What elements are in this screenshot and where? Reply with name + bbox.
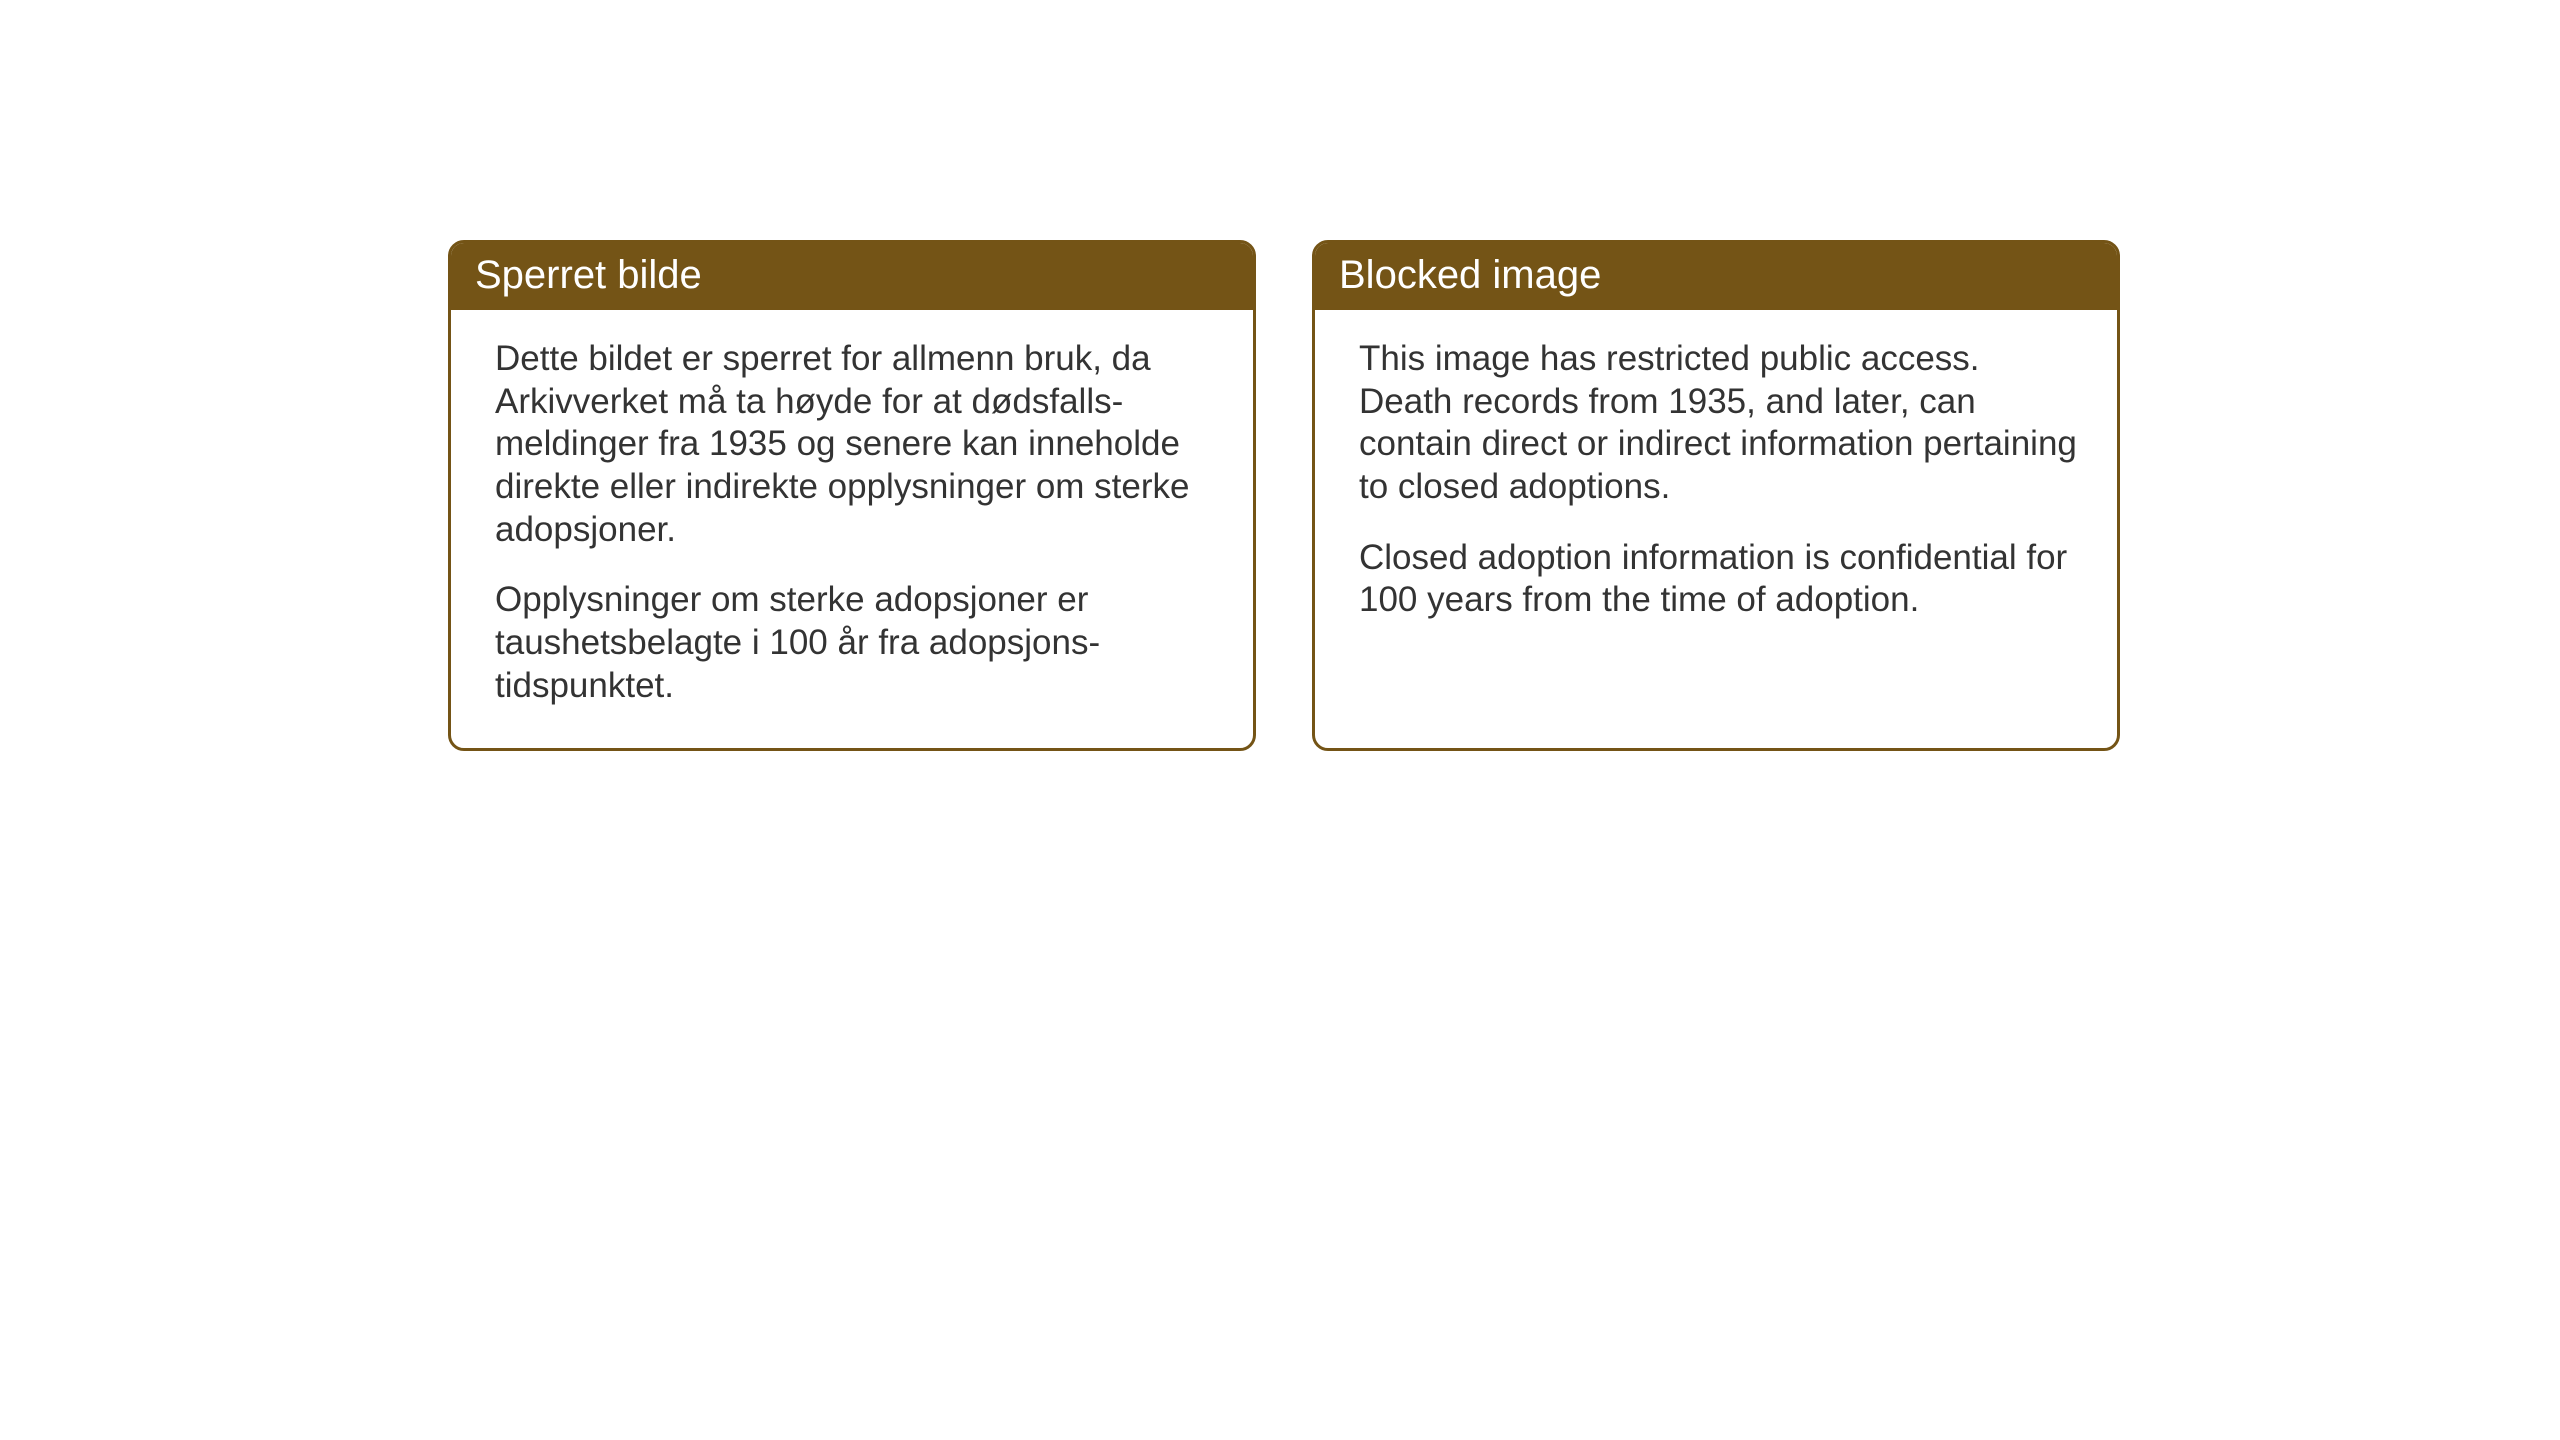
norwegian-notice-card: Sperret bilde Dette bildet er sperret fo… bbox=[448, 240, 1256, 751]
norwegian-card-body: Dette bildet er sperret for allmenn bruk… bbox=[451, 310, 1253, 748]
notice-cards-container: Sperret bilde Dette bildet er sperret fo… bbox=[448, 240, 2120, 751]
norwegian-paragraph-1: Dette bildet er sperret for allmenn bruk… bbox=[495, 338, 1213, 551]
norwegian-card-header: Sperret bilde bbox=[451, 243, 1253, 310]
english-paragraph-1: This image has restricted public access.… bbox=[1359, 338, 2077, 509]
english-paragraph-2: Closed adoption information is confident… bbox=[1359, 537, 2077, 622]
english-card-header: Blocked image bbox=[1315, 243, 2117, 310]
english-notice-card: Blocked image This image has restricted … bbox=[1312, 240, 2120, 751]
english-card-body: This image has restricted public access.… bbox=[1315, 310, 2117, 696]
norwegian-paragraph-2: Opplysninger om sterke adopsjoner er tau… bbox=[495, 579, 1213, 707]
